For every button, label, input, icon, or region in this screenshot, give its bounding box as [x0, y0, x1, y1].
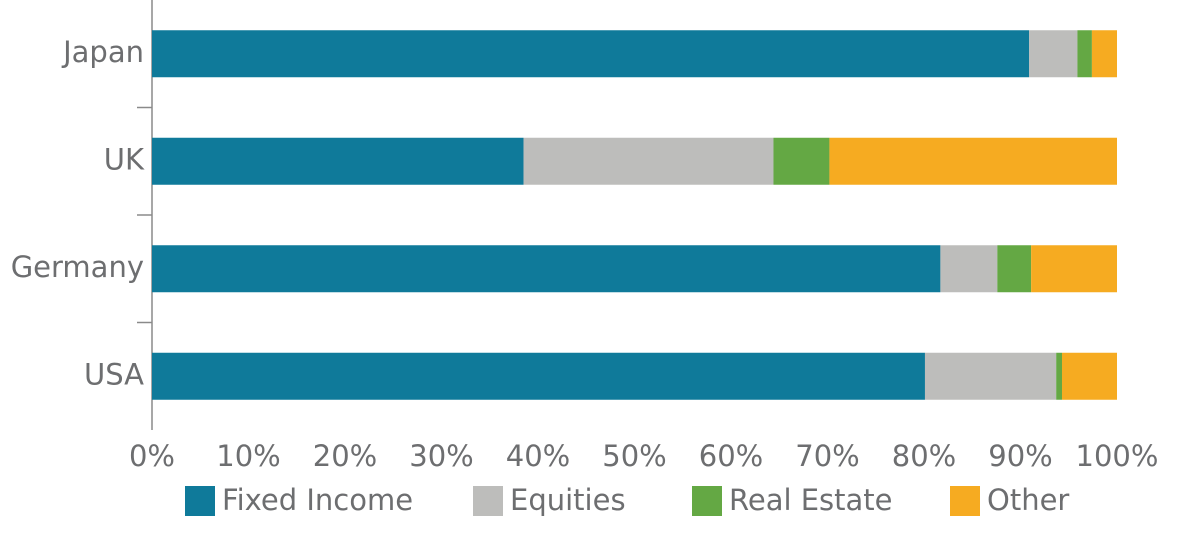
- x-tick-label: 100%: [1076, 439, 1159, 473]
- y-tick-label: UK: [104, 142, 145, 176]
- bar-segment: [152, 137, 524, 185]
- legend-label: Real Estate: [729, 483, 893, 517]
- x-tick-label: 40%: [506, 439, 570, 473]
- bar-segment: [1077, 30, 1092, 78]
- y-tick-label: USA: [84, 357, 144, 391]
- legend-label: Other: [987, 483, 1069, 517]
- x-tick-label: 0%: [129, 439, 175, 473]
- legend-swatch: [692, 486, 722, 516]
- x-tick-label: 70%: [795, 439, 859, 473]
- bar-segment: [152, 30, 1030, 78]
- x-tick-label: 50%: [602, 439, 666, 473]
- x-tick-label: 30%: [409, 439, 473, 473]
- bar-segment: [997, 245, 1032, 293]
- x-tick-label: 60%: [699, 439, 763, 473]
- bar-segment: [152, 352, 925, 400]
- bar-segment: [1056, 352, 1062, 400]
- bar-segment: [773, 137, 830, 185]
- x-tick-label: 20%: [313, 439, 377, 473]
- bar-segment: [1091, 30, 1117, 78]
- bar-segment: [152, 245, 941, 293]
- bar-segment: [523, 137, 774, 185]
- y-tick-label: Japan: [61, 35, 144, 69]
- y-tick-label: Germany: [11, 250, 144, 284]
- bar-segment: [1031, 245, 1117, 293]
- x-tick-label: 80%: [892, 439, 956, 473]
- bar-segment: [829, 137, 1117, 185]
- legend-swatch: [950, 486, 980, 516]
- bar-segment: [1061, 352, 1117, 400]
- legend-swatch: [473, 486, 503, 516]
- bar-segment: [940, 245, 998, 293]
- legend-swatch: [185, 486, 215, 516]
- legend-label: Equities: [510, 483, 626, 517]
- x-tick-label: 90%: [988, 439, 1052, 473]
- x-tick-label: 10%: [216, 439, 280, 473]
- legend-label: Fixed Income: [222, 483, 413, 517]
- bar-segment: [924, 352, 1057, 400]
- bar-segment: [1029, 30, 1078, 78]
